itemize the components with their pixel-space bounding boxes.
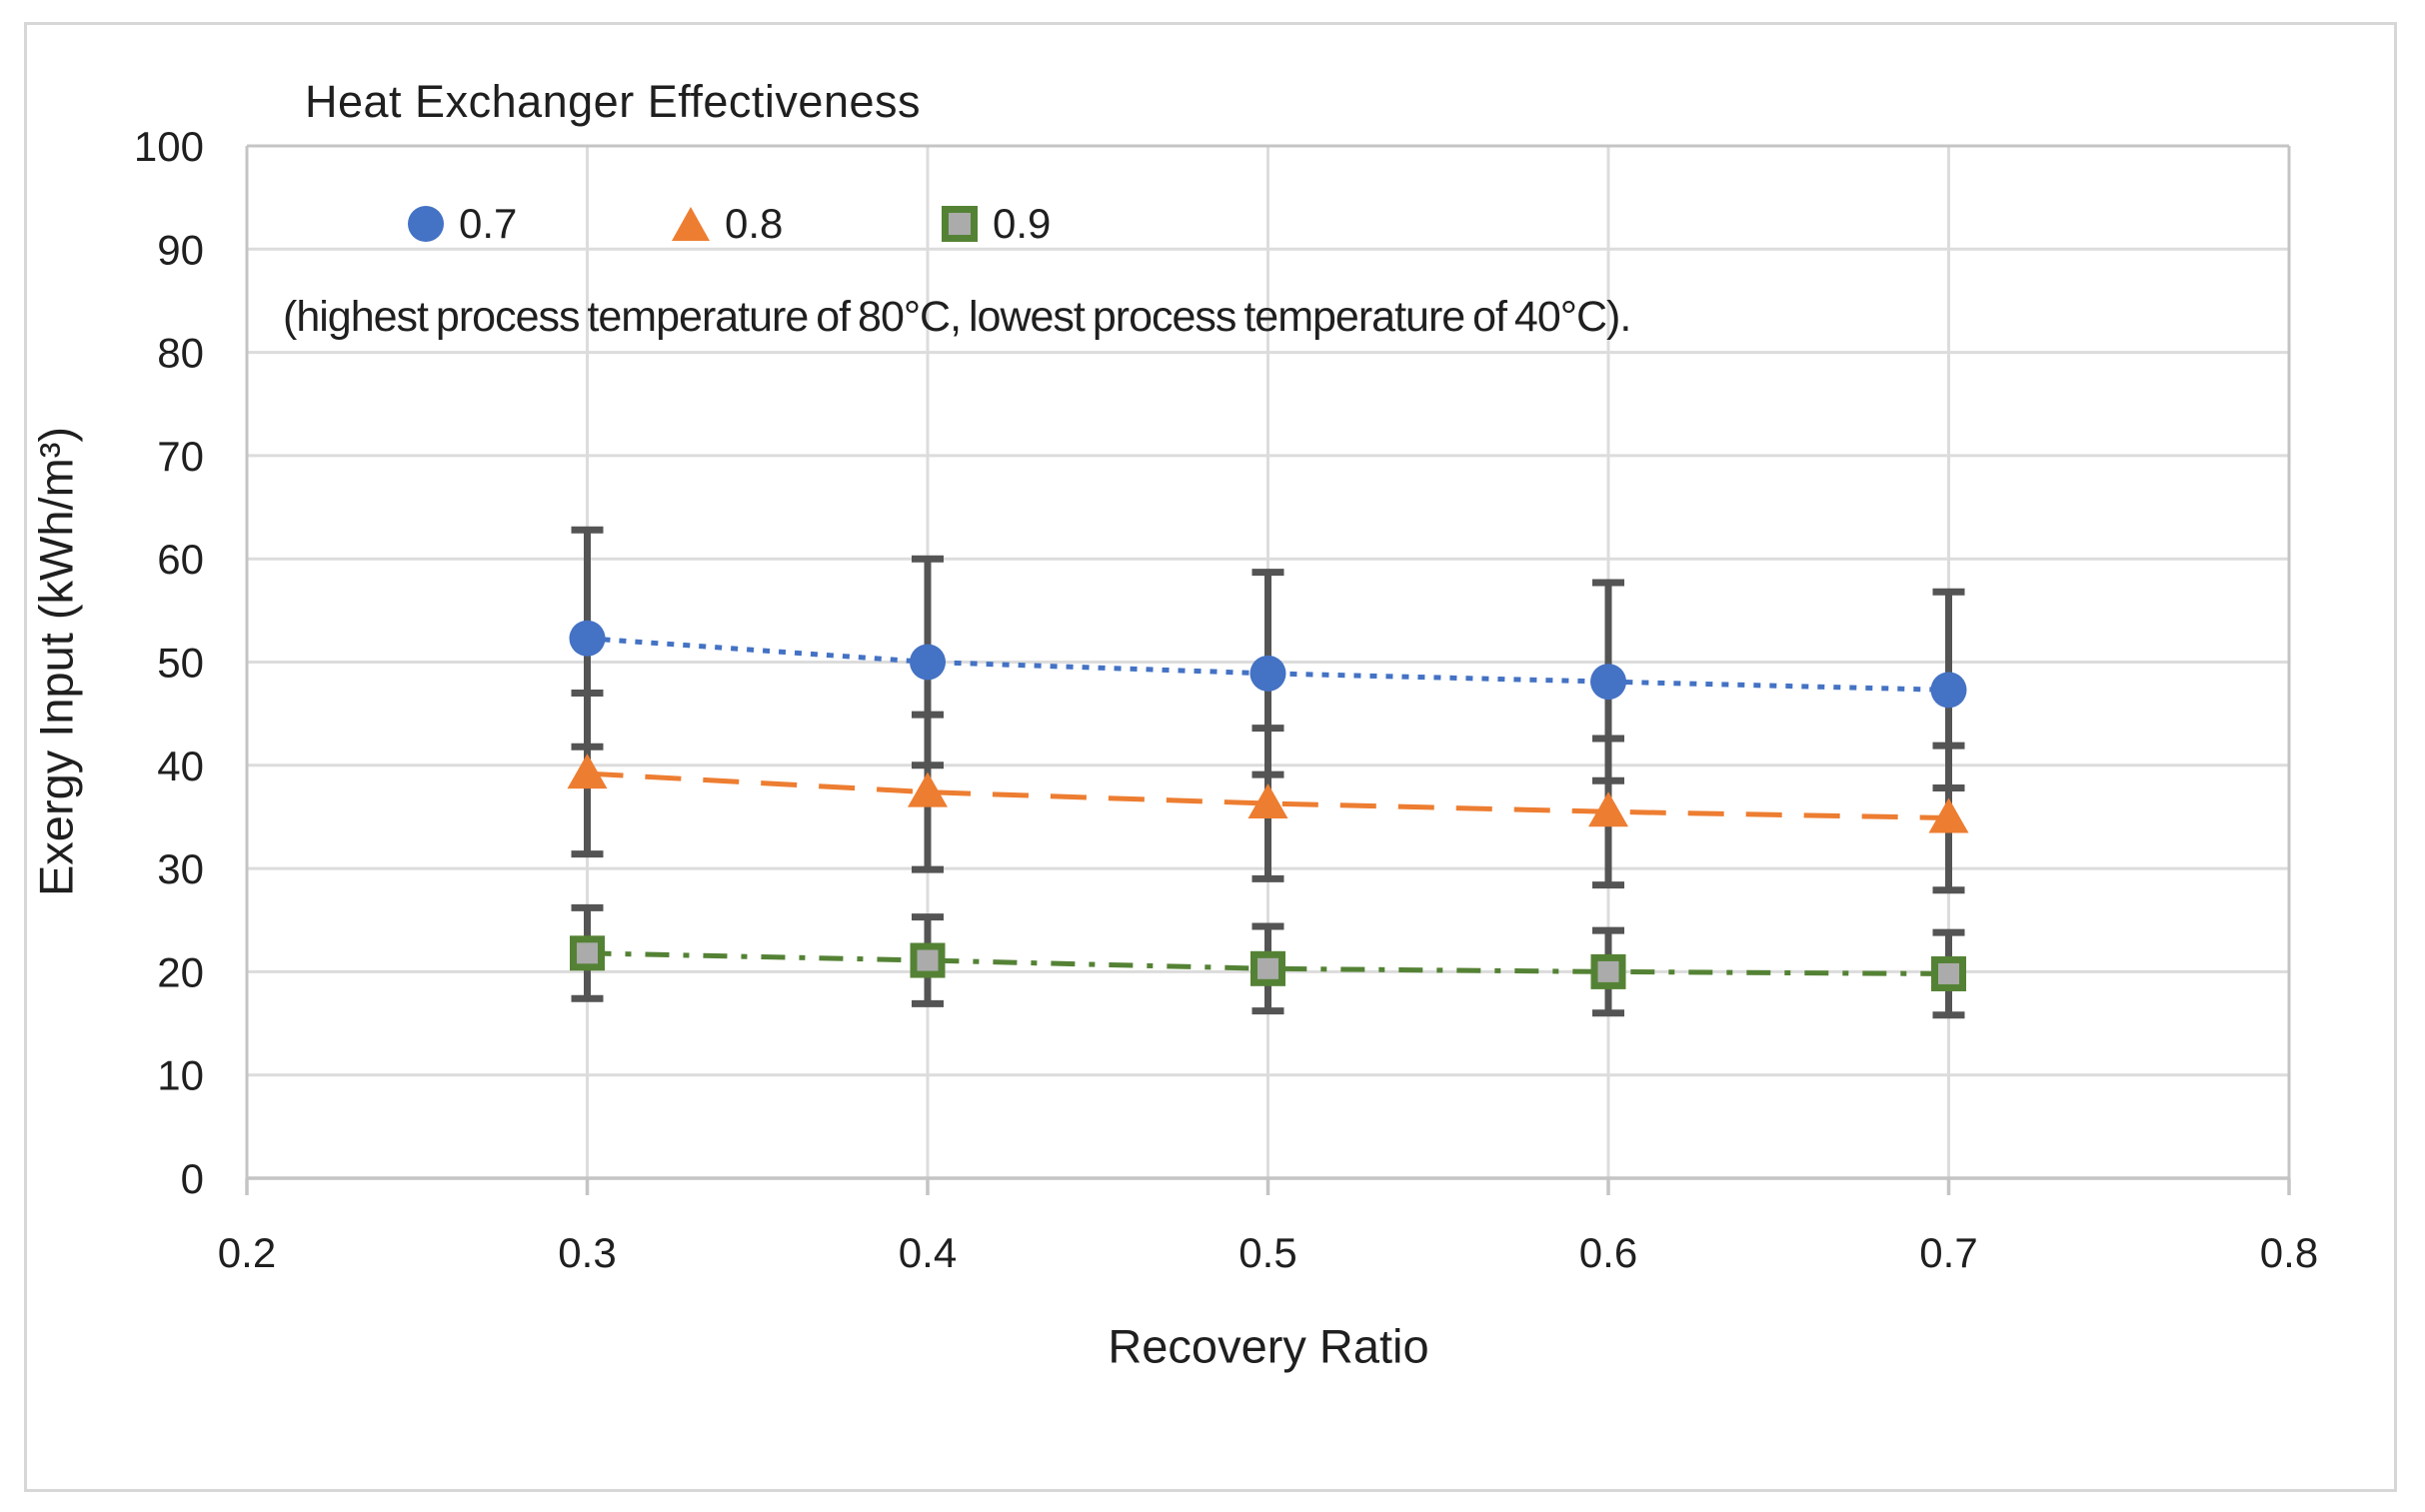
data-point <box>570 935 605 971</box>
data-point <box>1250 950 1285 986</box>
data-point <box>1928 797 1969 833</box>
data-point <box>1931 955 1966 991</box>
data-point <box>1590 664 1626 701</box>
series-0.8 <box>567 689 1969 894</box>
chart-subtitle: (highest process temperature of 80°C, lo… <box>283 293 1631 341</box>
data-point <box>1930 672 1967 709</box>
data-point <box>569 620 606 657</box>
x-axis-title: Recovery Ratio <box>1108 1319 1429 1373</box>
x-tick-labels: 0.2 0.3 0.4 0.5 0.6 0.7 0.8 <box>218 1229 2318 1276</box>
data-point <box>910 942 946 978</box>
data-point <box>1588 791 1628 827</box>
y-tick-label: 40 <box>157 743 204 789</box>
y-tick-labels: 0 10 20 30 40 50 60 70 80 90 100 <box>134 123 204 1202</box>
figure-border <box>24 22 2397 1492</box>
y-tick-label: 0 <box>181 1155 204 1202</box>
circle-marker-icon <box>408 206 444 242</box>
legend-entry: 0.7 <box>408 201 517 247</box>
y-tick-label: 70 <box>157 433 204 480</box>
y-axis-title: Exergy Input (kWh/m³) <box>29 426 83 897</box>
y-tick-label: 100 <box>134 123 204 170</box>
y-tick-label: 80 <box>157 330 204 377</box>
y-tick-label: 10 <box>157 1052 204 1099</box>
data-point <box>567 754 608 789</box>
x-tick-label: 0.4 <box>899 1229 957 1276</box>
x-tick-label: 0.8 <box>2260 1229 2318 1276</box>
y-tick-label: 20 <box>157 948 204 995</box>
x-tick-label: 0.3 <box>558 1229 616 1276</box>
plot-border <box>245 144 2291 1178</box>
data-point <box>908 771 948 807</box>
y-tick-label: 90 <box>157 226 204 273</box>
data-point <box>1590 953 1626 989</box>
series-0.9 <box>570 903 1966 1019</box>
legend: 0.7 0.8 0.9 <box>0 201 2425 247</box>
y-tick-label: 30 <box>157 845 204 892</box>
series-line <box>587 636 1949 693</box>
data-point <box>910 644 946 681</box>
x-tick-label: 0.7 <box>1919 1229 1977 1276</box>
square-marker-icon <box>942 206 978 242</box>
y-tick-label: 60 <box>157 536 204 583</box>
chart-title: Heat Exchanger Effectiveness <box>305 76 922 127</box>
data-point <box>1249 655 1286 692</box>
triangle-marker-icon <box>672 207 710 241</box>
x-tick-label: 0.5 <box>1238 1229 1296 1276</box>
legend-label: 0.7 <box>459 200 518 247</box>
legend-entry: 0.8 <box>672 201 783 247</box>
legend-label: 0.9 <box>993 200 1052 247</box>
y-tick-label: 50 <box>157 640 204 687</box>
series-line <box>587 770 1949 820</box>
x-tick-label: 0.6 <box>1579 1229 1637 1276</box>
x-axis <box>245 1176 2291 1195</box>
x-tick-label: 0.2 <box>218 1229 276 1276</box>
data-point <box>1247 783 1288 819</box>
legend-entry: 0.9 <box>942 201 1051 247</box>
legend-label: 0.8 <box>725 200 784 247</box>
